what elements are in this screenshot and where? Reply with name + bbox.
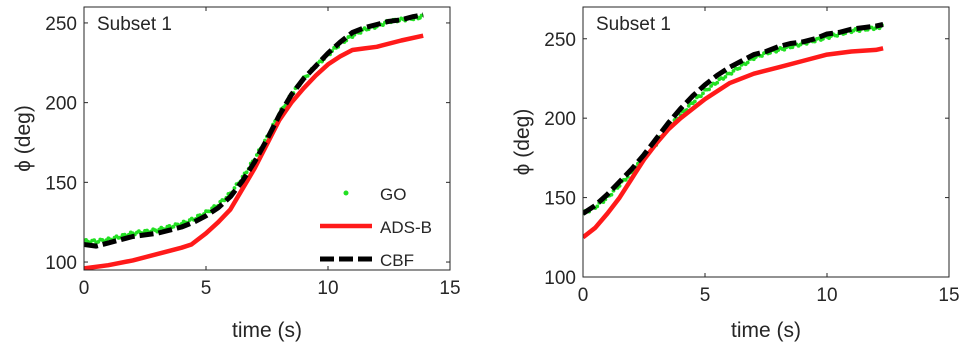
data-point-go	[171, 224, 176, 229]
x-tick-label: 0	[578, 285, 589, 306]
x-tick-label: 5	[700, 285, 711, 306]
x-tick-label: 0	[79, 278, 90, 299]
x-axis-label: time (s)	[731, 319, 801, 342]
x-axis-label: time (s)	[232, 319, 302, 342]
series-ads-b	[583, 46, 884, 240]
series-line-cbf	[583, 22, 884, 216]
data-point-go	[760, 54, 764, 58]
data-point-go	[745, 60, 750, 65]
chart-panel-2: 0 5 10 15 100 150 200 250 time (s) ϕ (deg) Subset …	[511, 6, 960, 342]
x-tick-label: 5	[201, 278, 212, 299]
axes-box	[83, 6, 451, 271]
x-tick-label: 10	[317, 278, 338, 299]
legend-marker-go	[343, 190, 349, 196]
legend-label-go: GO	[380, 185, 406, 204]
data-point-go	[715, 80, 720, 85]
data-point-go	[723, 74, 728, 79]
data-point-go	[305, 74, 310, 78]
data-point-go	[686, 104, 691, 108]
y-tick-label: 250	[45, 14, 77, 35]
x-tick-label: 10	[816, 285, 837, 306]
data-point-go	[699, 94, 703, 99]
y-tick-label: 200	[45, 94, 77, 115]
data-point-go	[835, 33, 840, 38]
series-line-ads-b	[583, 46, 884, 240]
y-tick-label: 150	[544, 189, 576, 210]
axes-box	[582, 6, 950, 278]
chart-panel-1: 0 5 10 15 100 150 200 250 time (s) ϕ (deg) Subset …	[12, 6, 461, 342]
legend-label-ads-b: ADS-B	[380, 218, 432, 237]
data-point-go	[609, 192, 614, 197]
subset-annotation: Subset 1	[596, 14, 671, 35]
y-tick-label: 250	[544, 30, 576, 51]
series-line-cbf	[84, 12, 424, 249]
legend-label-cbf: CBF	[380, 251, 414, 270]
data-point-go	[701, 91, 705, 96]
data-point-go	[254, 153, 259, 157]
x-tick-label: 15	[938, 285, 959, 306]
data-point-go	[790, 45, 795, 50]
data-point-go	[381, 23, 385, 28]
y-tick-label: 100	[544, 268, 576, 289]
subset-annotation: Subset 1	[97, 14, 172, 35]
series-cbf	[583, 22, 884, 216]
y-tick-label: 200	[544, 109, 576, 130]
y-tick-label: 150	[45, 173, 77, 194]
data-point-go	[244, 170, 249, 175]
y-axis-label: ϕ (deg)	[12, 105, 35, 172]
data-point-go	[737, 66, 742, 71]
data-point-go	[692, 99, 697, 104]
data-point-go	[707, 87, 711, 92]
x-tick-label: 15	[439, 278, 460, 299]
series-cbf	[84, 12, 424, 249]
data-point-go	[595, 204, 600, 209]
y-axis-label: ϕ (deg)	[511, 109, 534, 176]
data-point-go	[623, 177, 628, 182]
data-point-go	[419, 13, 424, 18]
data-point-go	[729, 71, 734, 76]
y-tick-label: 100	[45, 253, 77, 274]
